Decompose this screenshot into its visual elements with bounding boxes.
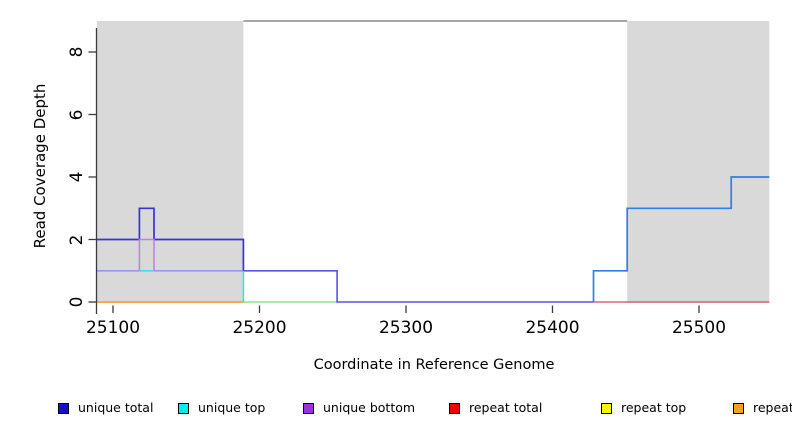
legend-item: unique bottom — [303, 400, 415, 416]
x-tick-label: 25200 — [232, 318, 287, 338]
legend-swatch-icon — [601, 402, 612, 414]
y-tick-label: 2 — [67, 234, 87, 245]
legend-swatch-icon — [449, 402, 460, 414]
coverage-line-violet-mid — [243, 269, 594, 303]
legend-item: repeat bottom — [733, 400, 792, 416]
y-axis-title: Read Coverage Depth — [31, 83, 49, 249]
legend-item: repeat total — [449, 400, 542, 416]
legend-swatch-icon — [733, 402, 744, 414]
legend-label: unique bottom — [323, 400, 416, 415]
coverage-line-bump-lavender — [138, 238, 155, 271]
x-tick-label: 25400 — [525, 318, 580, 338]
legend-item: unique top — [178, 400, 265, 416]
x-tick-label: 25500 — [671, 318, 727, 338]
y-tick-label: 0 — [67, 296, 87, 308]
legend-swatch-icon — [178, 402, 189, 414]
legend-swatch-icon — [303, 402, 314, 414]
x-tick-label: 25100 — [85, 318, 141, 338]
x-axis-title: Coordinate in Reference Genome — [313, 357, 555, 373]
shaded-region — [627, 21, 770, 303]
legend-item: repeat top — [601, 400, 686, 416]
legend-item: unique total — [58, 400, 153, 416]
y-tick-label: 4 — [67, 171, 87, 183]
y-tick-label: 6 — [67, 109, 87, 120]
legend-label: unique total — [78, 400, 154, 415]
x-tick-label: 25300 — [378, 318, 434, 338]
legend-label: unique top — [198, 400, 266, 415]
legend-swatch-icon — [58, 402, 69, 414]
shaded-region — [96, 21, 244, 303]
legend-label: repeat bottom — [753, 400, 792, 415]
legend-label: repeat top — [621, 400, 687, 415]
y-tick-label: 8 — [67, 46, 87, 58]
coverage-line-azure-right — [592, 176, 770, 302]
legend-label: repeat total — [469, 400, 543, 415]
